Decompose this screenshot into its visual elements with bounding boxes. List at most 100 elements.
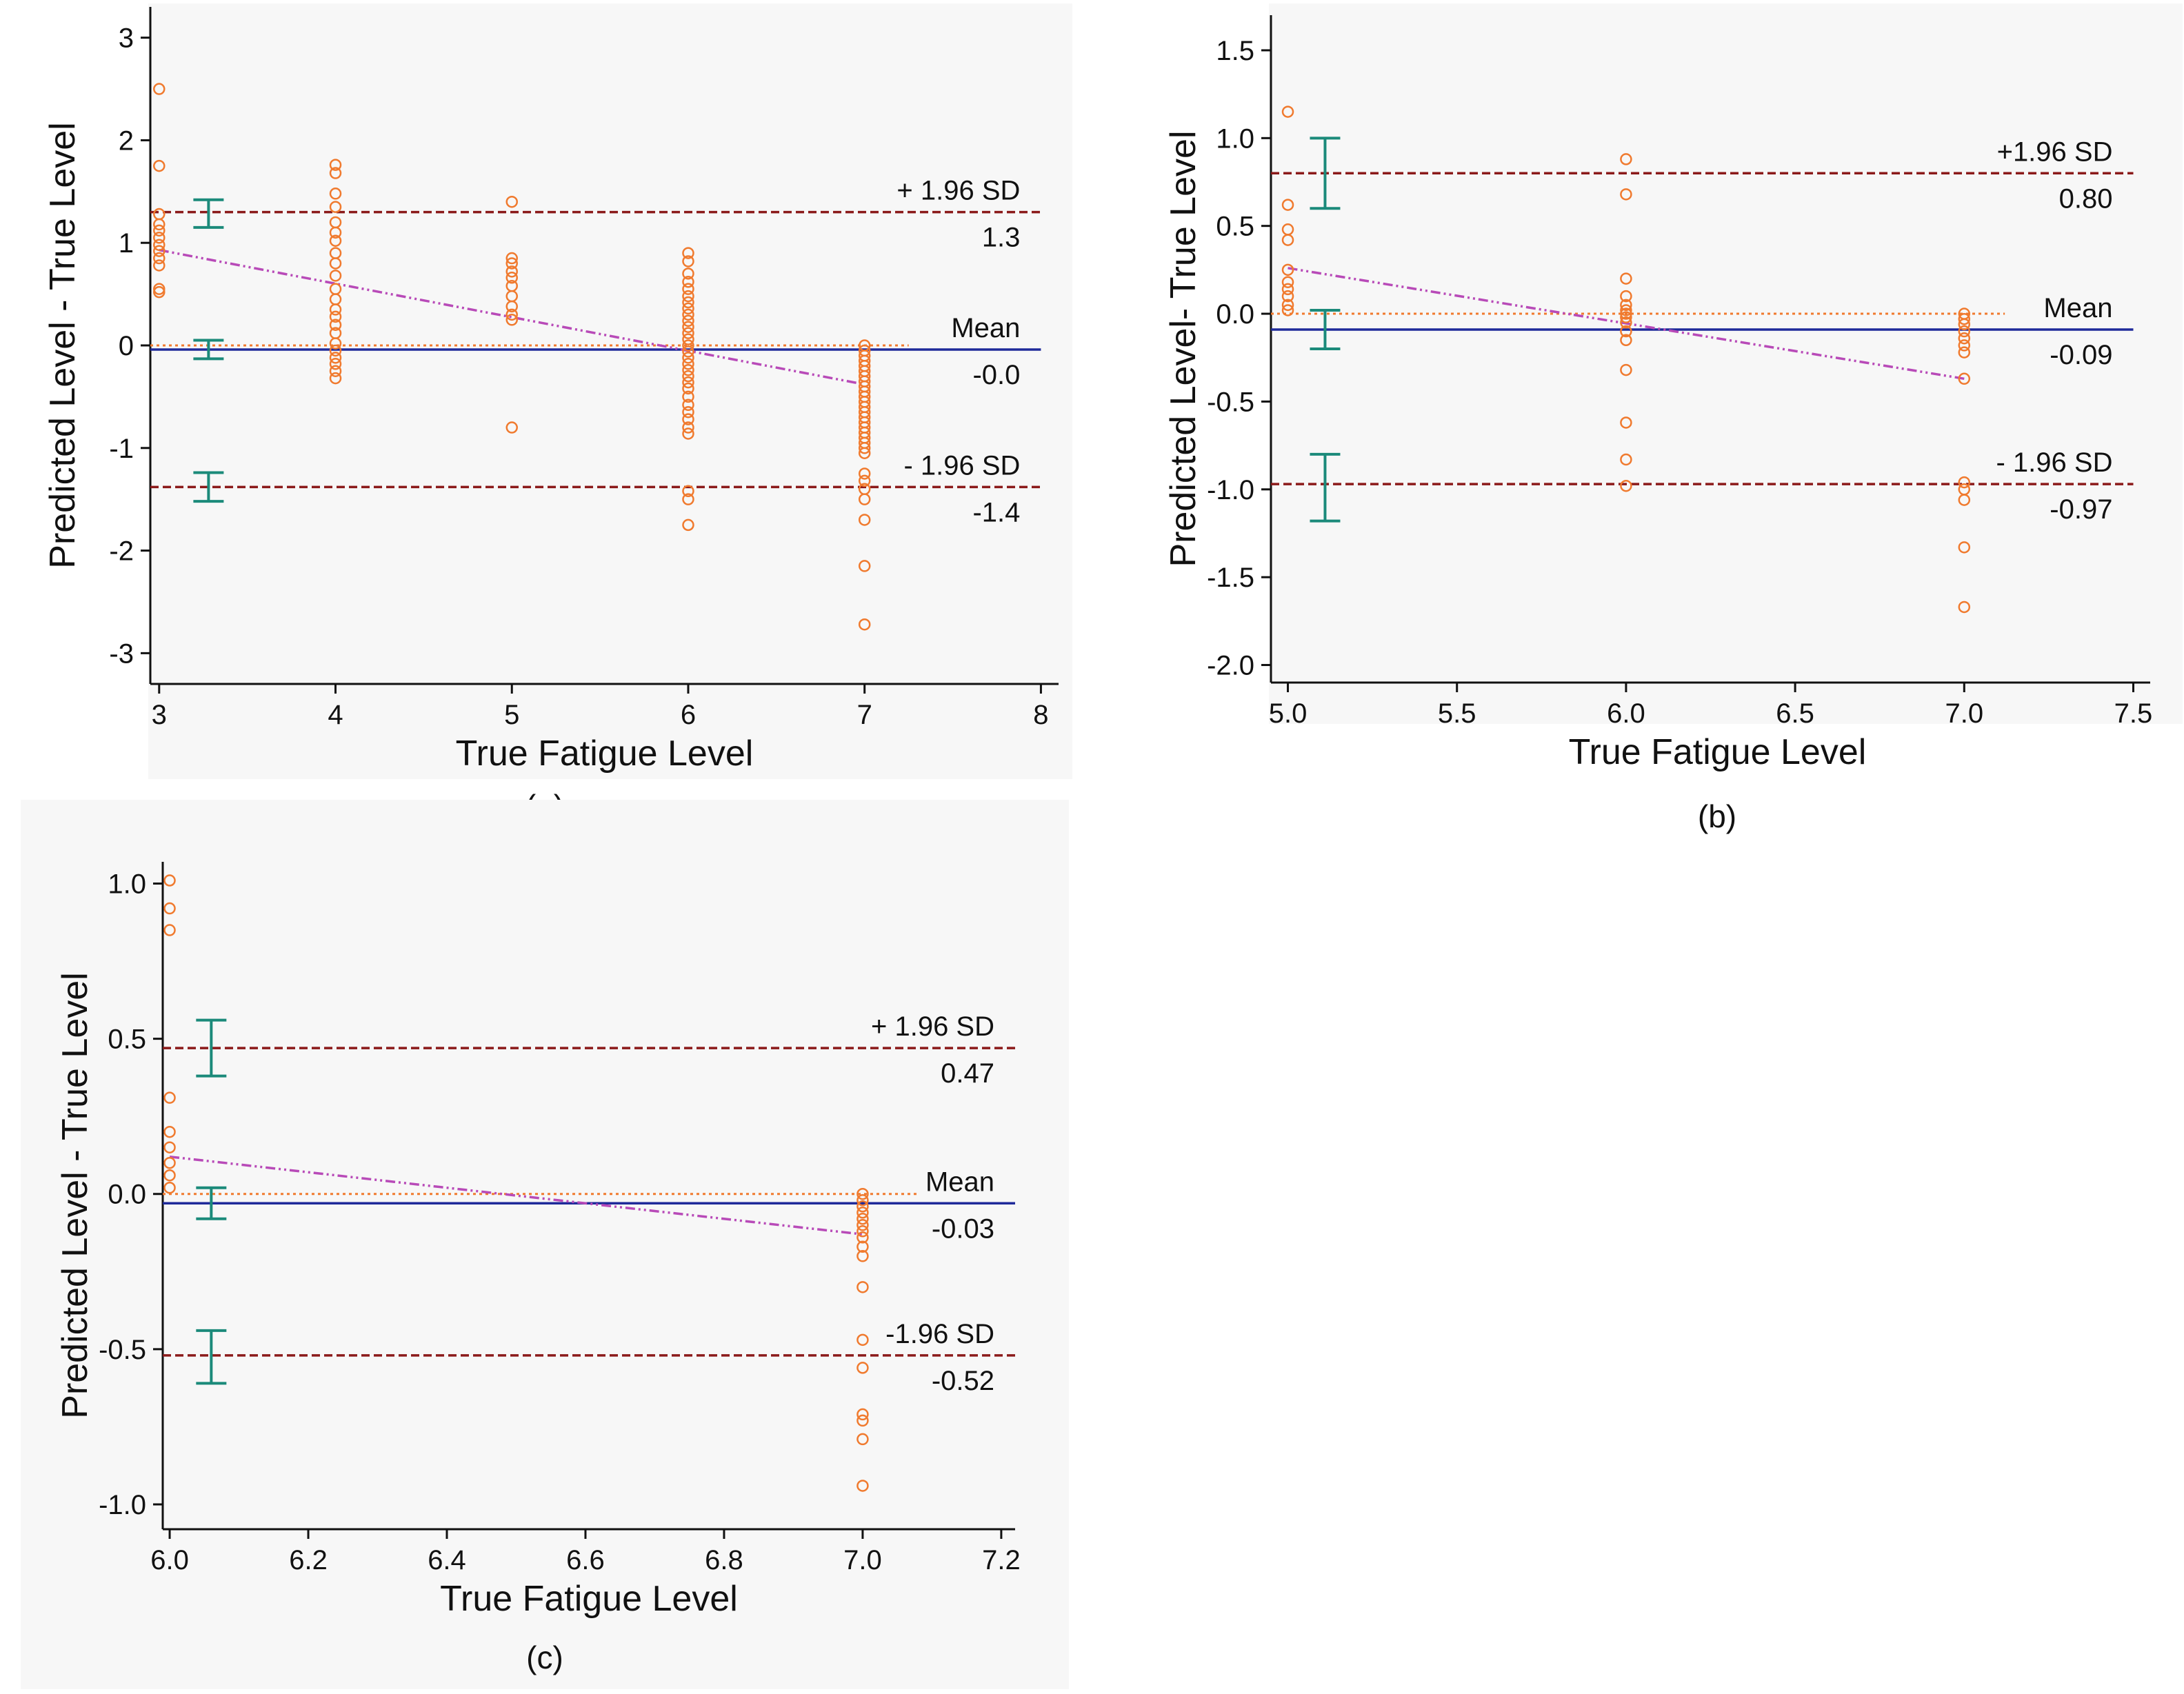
data-point bbox=[682, 413, 694, 425]
x-tick-label: 6.5 bbox=[1776, 698, 1814, 729]
x-tick-label: 6.0 bbox=[1607, 698, 1645, 729]
data-point bbox=[1958, 332, 1971, 345]
data-point bbox=[163, 1169, 176, 1182]
data-point bbox=[505, 314, 518, 326]
panel-label: (c) bbox=[526, 1640, 563, 1675]
data-point bbox=[1281, 263, 1294, 276]
data-point bbox=[153, 252, 166, 265]
data-point bbox=[682, 255, 694, 268]
upper-limit-label: + 1.96 SD bbox=[896, 176, 1020, 206]
data-point bbox=[1620, 290, 1632, 303]
data-point bbox=[153, 239, 166, 251]
data-point bbox=[329, 310, 342, 323]
data-point bbox=[329, 358, 342, 370]
x-tick-label: 5.0 bbox=[1269, 698, 1308, 729]
data-point bbox=[1281, 299, 1294, 312]
data-point bbox=[329, 167, 342, 179]
data-point bbox=[682, 518, 694, 532]
x-tick-label: 5 bbox=[504, 700, 519, 730]
y-tick-label: -2 bbox=[109, 536, 134, 567]
data-point bbox=[682, 390, 694, 403]
data-point bbox=[329, 234, 342, 247]
y-tick-label: -0.5 bbox=[99, 1335, 146, 1365]
lower-limit-value: -1.4 bbox=[972, 497, 1020, 527]
data-point bbox=[682, 427, 694, 440]
ci-error-bar bbox=[196, 1018, 227, 1078]
y-tick-label: -2.0 bbox=[1207, 651, 1254, 681]
data-point bbox=[858, 474, 871, 487]
data-point bbox=[329, 226, 342, 239]
lower-limit-label: - 1.96 SD bbox=[1996, 447, 2113, 478]
x-tick-label: 8 bbox=[1033, 700, 1048, 730]
data-point bbox=[1620, 304, 1632, 316]
upper-limit-label: + 1.96 SD bbox=[871, 1011, 994, 1042]
data-point bbox=[329, 337, 342, 350]
data-point bbox=[1620, 479, 1632, 492]
upper-limit-value: 0.80 bbox=[2059, 183, 2113, 214]
y-tick-label: 0 bbox=[119, 331, 134, 361]
data-point bbox=[329, 257, 342, 270]
data-point bbox=[682, 358, 694, 370]
y-tick-label: 2 bbox=[119, 125, 134, 156]
data-point bbox=[329, 159, 342, 171]
data-point bbox=[682, 345, 694, 358]
data-point bbox=[1958, 339, 1971, 352]
y-tick-label: 1.0 bbox=[1216, 123, 1254, 154]
data-point bbox=[505, 265, 518, 278]
ci-error-bar bbox=[1310, 137, 1341, 210]
upper-limit-value: 1.3 bbox=[982, 223, 1021, 253]
x-axis-label: True Fatigue Level bbox=[456, 734, 754, 774]
data-point bbox=[1958, 312, 1971, 325]
data-point bbox=[856, 1480, 869, 1492]
regression-line bbox=[1288, 267, 1965, 381]
data-point bbox=[856, 1200, 869, 1213]
y-tick-label: 0.5 bbox=[108, 1025, 146, 1055]
y-axis-label: Predicted Level- True Level bbox=[1163, 130, 1203, 567]
plot-background bbox=[21, 800, 1069, 1689]
data-point bbox=[1620, 363, 1632, 376]
data-point bbox=[682, 333, 694, 345]
upper-limit-value: 0.47 bbox=[941, 1058, 994, 1089]
data-point bbox=[153, 83, 166, 95]
lower-limit-label: -1.96 SD bbox=[885, 1319, 994, 1349]
data-point bbox=[682, 376, 694, 389]
data-point bbox=[329, 270, 342, 282]
mean-value: -0.0 bbox=[972, 360, 1020, 390]
y-tick-label: -1.0 bbox=[99, 1490, 146, 1520]
data-point bbox=[856, 1225, 869, 1238]
data-point bbox=[1620, 316, 1632, 329]
data-point bbox=[1620, 153, 1632, 165]
data-point bbox=[153, 224, 166, 237]
ci-error-bar bbox=[1310, 308, 1341, 350]
data-point bbox=[505, 308, 518, 321]
data-point bbox=[153, 245, 166, 257]
mean-label: Mean bbox=[951, 313, 1020, 343]
data-point bbox=[682, 339, 694, 352]
data-point bbox=[1281, 304, 1294, 316]
upper-limit-label: +1.96 SD bbox=[1997, 137, 2113, 167]
data-point bbox=[858, 442, 871, 454]
data-point bbox=[329, 372, 342, 385]
data-point bbox=[856, 1414, 869, 1427]
x-axis-label: True Fatigue Level bbox=[1569, 732, 1867, 772]
data-point bbox=[682, 382, 694, 395]
x-tick-label: 6.4 bbox=[428, 1545, 466, 1575]
x-tick-label: 6.0 bbox=[150, 1545, 189, 1575]
x-tick-label: 6.2 bbox=[289, 1545, 328, 1575]
data-point bbox=[1620, 307, 1632, 320]
mean-label: Mean bbox=[2043, 293, 2112, 323]
data-point bbox=[1620, 272, 1632, 285]
data-point bbox=[163, 1125, 176, 1138]
ci-error-bar bbox=[196, 1329, 227, 1385]
data-point bbox=[329, 303, 342, 316]
data-point bbox=[153, 218, 166, 231]
data-point bbox=[1958, 494, 1971, 506]
data-point bbox=[1958, 318, 1971, 331]
panel-label: (b) bbox=[1698, 798, 1736, 834]
data-point bbox=[505, 300, 518, 313]
y-tick-label: -1.5 bbox=[1207, 563, 1254, 593]
x-tick-label: 6.8 bbox=[705, 1545, 743, 1575]
data-point bbox=[1958, 372, 1971, 385]
x-tick-label: 6 bbox=[681, 700, 696, 730]
y-tick-label: 1 bbox=[119, 228, 134, 259]
